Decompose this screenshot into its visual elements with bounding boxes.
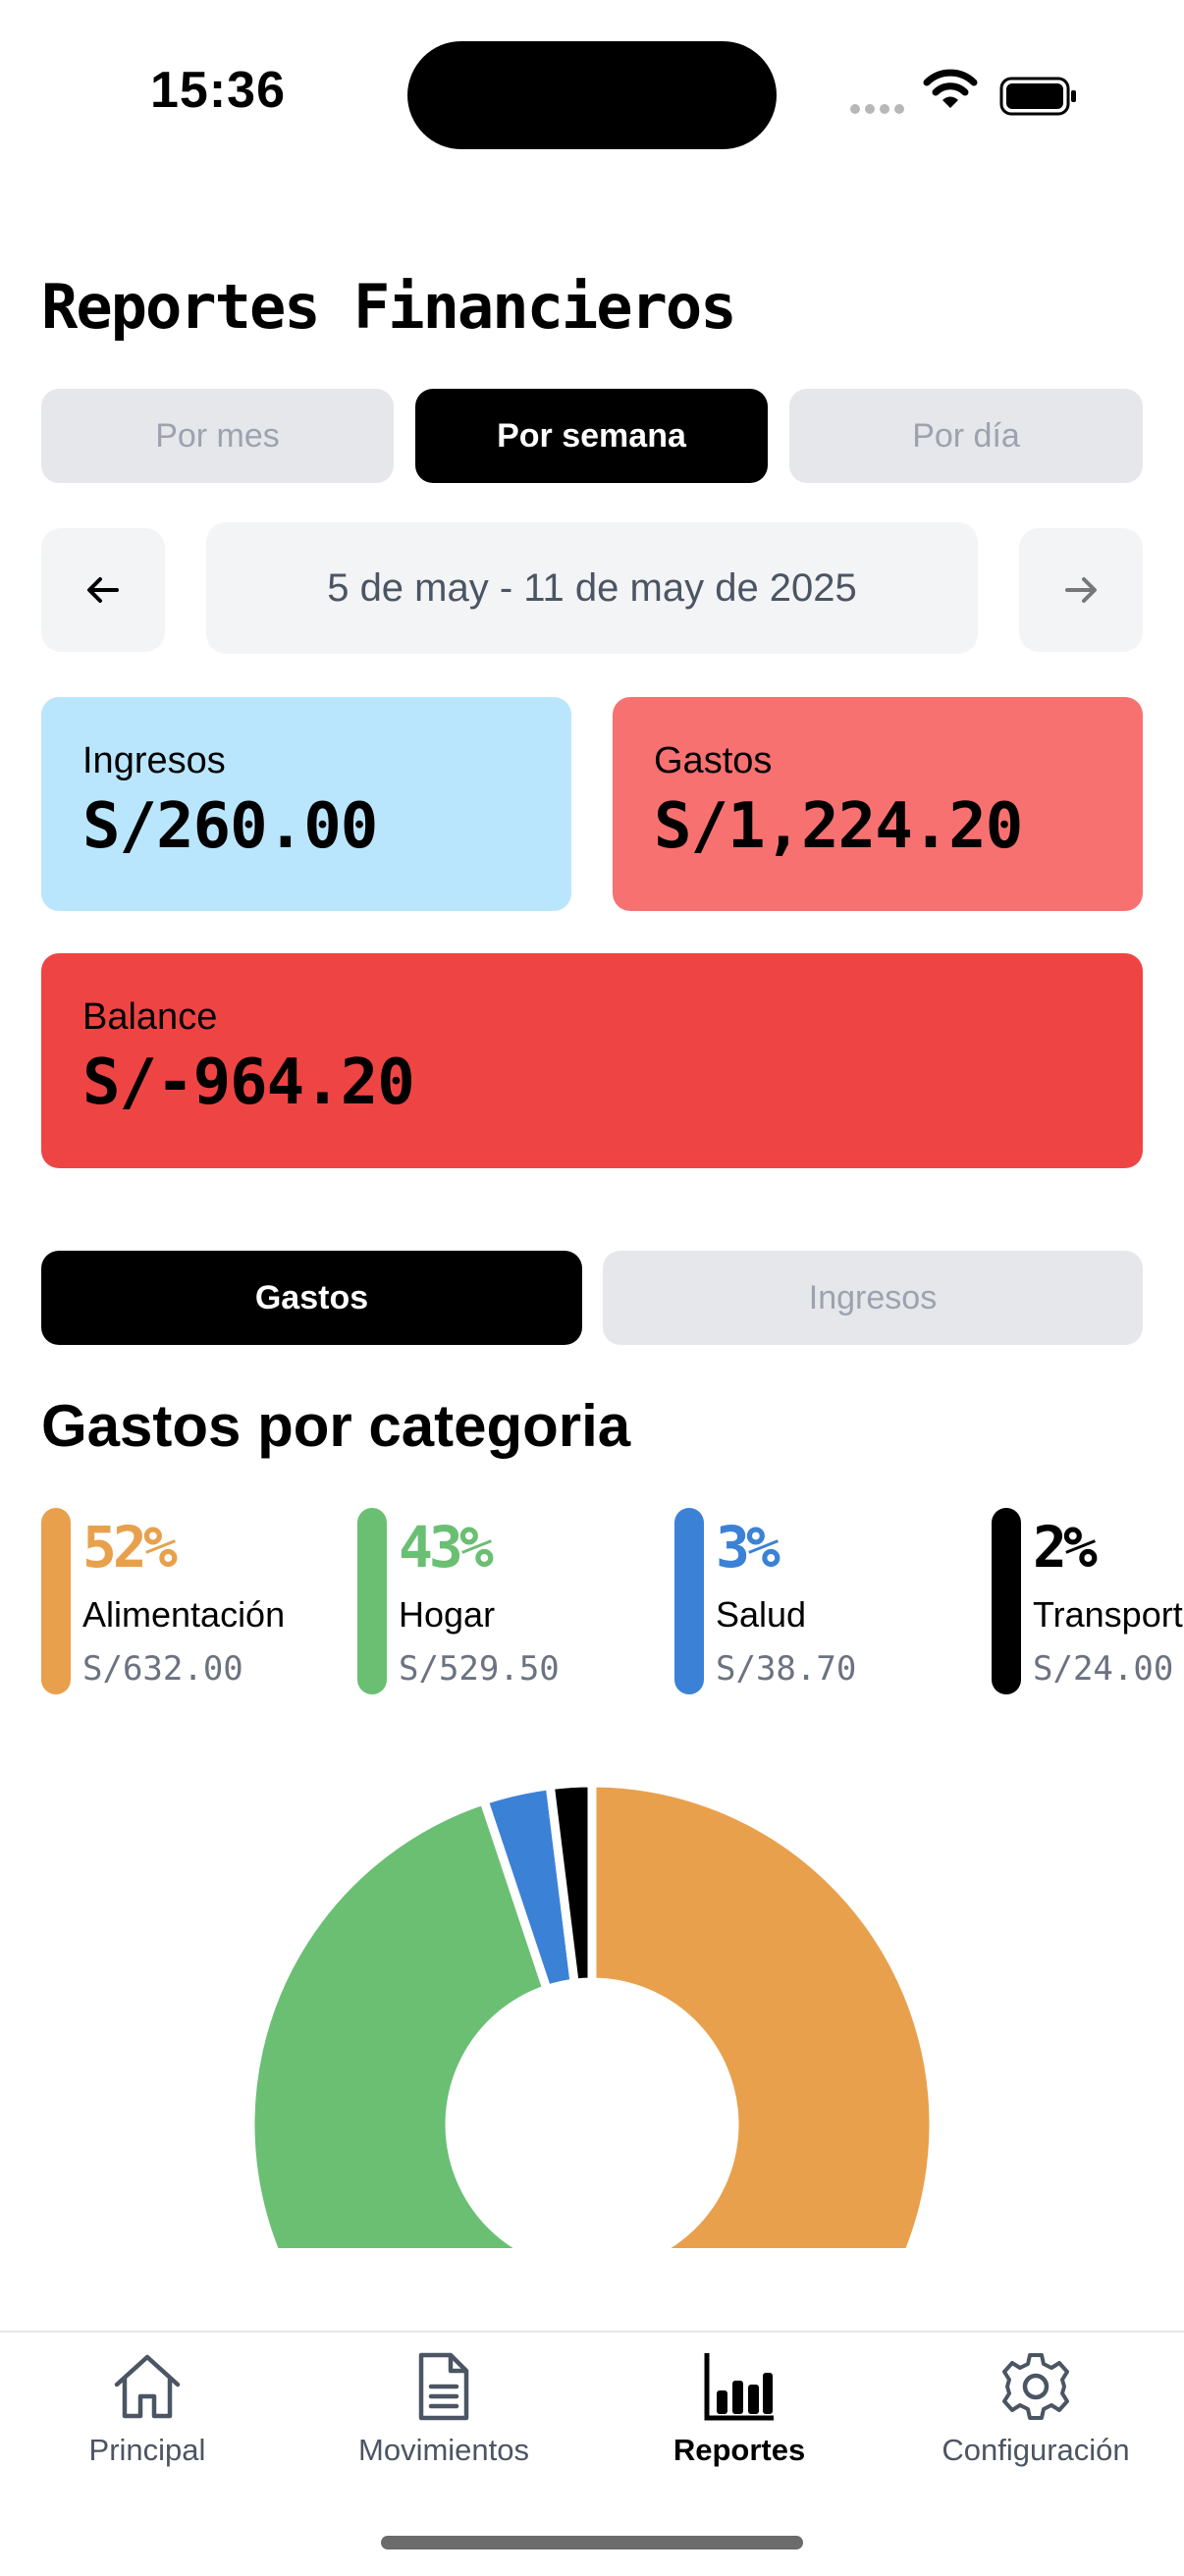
category-item-hogar[interactable]: 43% Hogar S/529.50 xyxy=(357,1508,652,1694)
category-amount: S/529.50 xyxy=(399,1649,560,1689)
category-percent: 52% xyxy=(82,1514,178,1581)
balance-card: Balance S/-964.20 xyxy=(41,953,1143,1168)
category-color-bar xyxy=(41,1508,71,1694)
category-amount: S/24.00 xyxy=(1033,1649,1174,1689)
next-period-button[interactable] xyxy=(1019,528,1143,652)
battery-icon xyxy=(999,77,1076,116)
tab-por-dia[interactable]: Por día xyxy=(789,389,1143,483)
tab-reportes[interactable]: Reportes xyxy=(592,2351,887,2468)
dynamic-island xyxy=(407,41,777,149)
gear-icon xyxy=(1002,2353,1069,2420)
expenses-label: Gastos xyxy=(654,740,773,781)
tab-principal[interactable]: Principal xyxy=(0,2351,295,2468)
tab-label: Principal xyxy=(88,2433,206,2467)
category-name: Transporte xyxy=(1033,1594,1184,1635)
tab-label: Reportes xyxy=(673,2433,806,2467)
expenses-card: Gastos S/1,224.20 xyxy=(613,697,1143,911)
tab-configuracion[interactable]: Configuración xyxy=(888,2351,1183,2468)
balance-amount: S/-964.20 xyxy=(82,1046,415,1119)
category-item-transporte[interactable]: 2% Transporte S/24.00 xyxy=(992,1508,1184,1694)
arrow-right-icon xyxy=(1065,577,1097,603)
status-time: 15:36 xyxy=(150,62,286,119)
category-name: Salud xyxy=(716,1594,807,1635)
donut-slice-transporte xyxy=(545,1778,597,1988)
category-item-salud[interactable]: 3% Salud S/38.70 xyxy=(674,1508,969,1694)
arrow-left-icon xyxy=(87,577,119,603)
tab-por-mes[interactable]: Por mes xyxy=(41,389,394,483)
date-range-label: 5 de may - 11 de may de 2025 xyxy=(206,522,978,654)
category-percent: 3% xyxy=(716,1514,780,1581)
category-amount: S/632.00 xyxy=(82,1649,243,1689)
page-title: Reportes Financieros xyxy=(41,271,737,343)
previous-period-button[interactable] xyxy=(41,528,165,652)
income-label: Ingresos xyxy=(82,740,226,781)
home-icon xyxy=(114,2354,181,2419)
category-amount: S/38.70 xyxy=(716,1649,857,1689)
tab-label: Movimientos xyxy=(358,2433,529,2467)
bar-chart-icon xyxy=(704,2353,774,2421)
category-item-alimentacion[interactable]: 52% Alimentación S/632.00 xyxy=(41,1508,336,1694)
balance-label: Balance xyxy=(82,996,218,1038)
wifi-icon xyxy=(923,69,978,108)
tab-por-semana[interactable]: Por semana xyxy=(415,389,768,483)
category-percent: 2% xyxy=(1033,1514,1098,1581)
donut-slice-hogar xyxy=(245,1796,552,2248)
tab-ingresos[interactable]: Ingresos xyxy=(603,1251,1143,1345)
tab-movimientos[interactable]: Movimientos xyxy=(296,2351,591,2468)
tab-label: Configuración xyxy=(942,2433,1130,2467)
home-indicator xyxy=(381,2536,803,2549)
category-name: Hogar xyxy=(399,1594,496,1635)
expenses-amount: S/1,224.20 xyxy=(654,790,1023,863)
tab-gastos[interactable]: Gastos xyxy=(41,1251,582,1345)
category-percent: 43% xyxy=(399,1514,494,1581)
income-card: Ingresos S/260.00 xyxy=(41,697,571,911)
income-amount: S/260.00 xyxy=(82,790,378,863)
cellular-signal-icon xyxy=(850,101,909,119)
category-color-bar xyxy=(992,1508,1021,1694)
categories-heading: Gastos por categoria xyxy=(41,1393,631,1459)
category-name: Alimentación xyxy=(82,1594,286,1635)
bottom-tab-bar xyxy=(0,2331,1184,2576)
donut-slice-alimentación xyxy=(587,1778,939,2248)
category-color-bar xyxy=(357,1508,387,1694)
category-color-bar xyxy=(674,1508,704,1694)
expenses-donut-chart xyxy=(245,1778,939,2248)
document-icon xyxy=(418,2352,469,2421)
